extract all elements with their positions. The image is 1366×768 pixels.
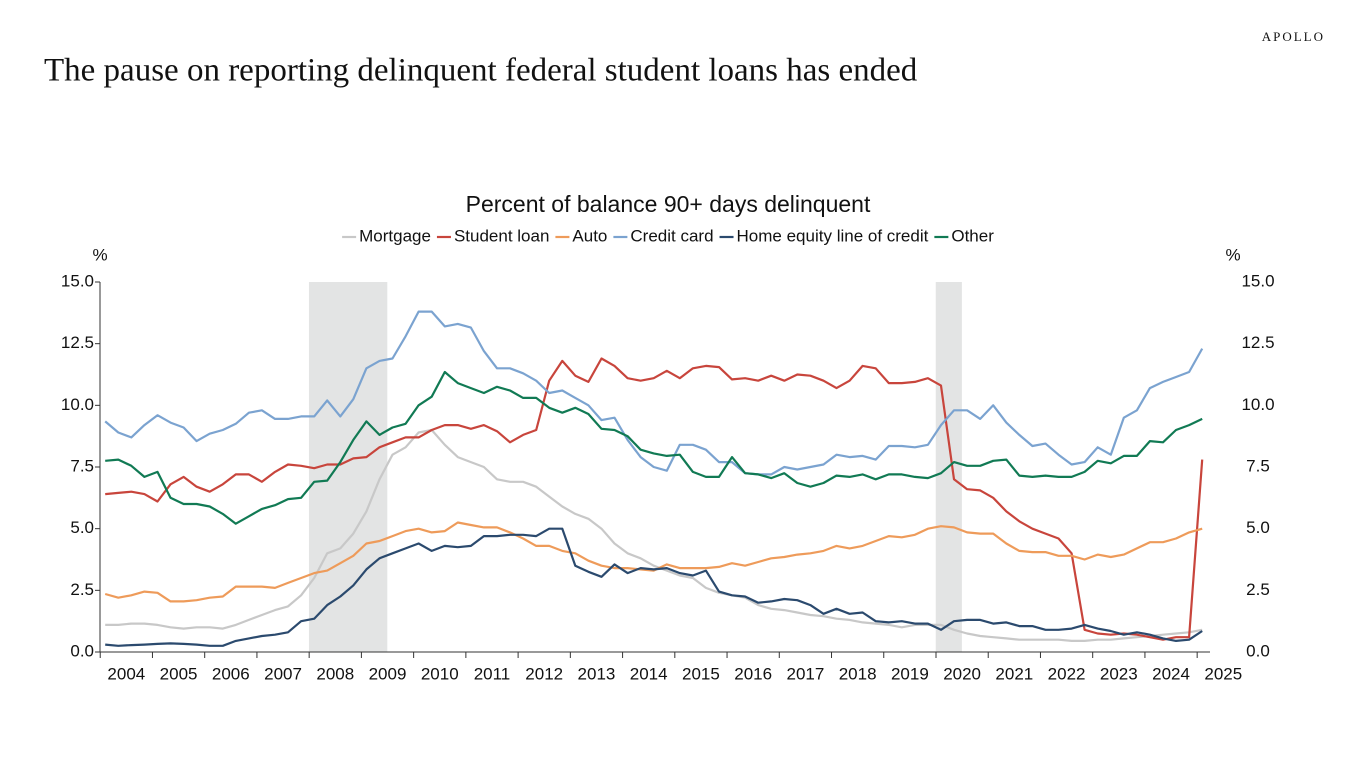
y-tick-label: 7.5 xyxy=(70,456,94,475)
y-unit: % xyxy=(92,245,107,264)
legend-label: Auto xyxy=(572,226,607,245)
x-tick-label: 2005 xyxy=(160,664,198,683)
legend-label: Mortgage xyxy=(359,226,431,245)
x-tick-label: 2013 xyxy=(578,664,616,683)
brand: APOLLO xyxy=(1262,29,1325,44)
series-line xyxy=(105,370,1203,525)
y2-tick-label: 5.0 xyxy=(1246,518,1270,537)
x-tick-label: 2012 xyxy=(525,664,563,683)
x-tick-label: 2006 xyxy=(212,664,250,683)
x-tick-label: 2022 xyxy=(1048,664,1086,683)
y-tick-label: 0.0 xyxy=(70,641,94,660)
x-tick-label: 2024 xyxy=(1152,664,1190,683)
y-tick-label: 10.0 xyxy=(61,395,94,414)
y2-tick-label: 12.5 xyxy=(1241,333,1274,352)
series-line xyxy=(105,428,1203,642)
series-line xyxy=(105,527,1203,647)
y2-tick-label: 2.5 xyxy=(1246,580,1270,599)
headline: The pause on reporting delinquent federa… xyxy=(44,53,918,89)
y2-tick-label: 0.0 xyxy=(1246,641,1270,660)
x-tick-label: 2010 xyxy=(421,664,459,683)
x-tick-label: 2007 xyxy=(264,664,302,683)
x-tick-label: 2025 xyxy=(1204,664,1242,683)
y-tick-label: 15.0 xyxy=(61,271,94,290)
series-line xyxy=(104,310,1204,476)
legend-label: Student loan xyxy=(454,226,549,245)
y-tick-label: 12.5 xyxy=(61,333,94,352)
x-tick-label: 2019 xyxy=(891,664,929,683)
chart-title: Percent of balance 90+ days delinquent xyxy=(466,191,871,217)
x-tick-label: 2008 xyxy=(316,664,354,683)
x-tick-label: 2017 xyxy=(786,664,824,683)
legend-label: Home equity line of credit xyxy=(737,226,929,245)
x-tick-label: 2015 xyxy=(682,664,720,683)
legend-label: Credit card xyxy=(630,226,713,245)
y2-unit: % xyxy=(1225,245,1240,264)
y2-tick-label: 10.0 xyxy=(1241,395,1274,414)
legend-label: Other xyxy=(951,226,994,245)
x-tick-label: 2023 xyxy=(1100,664,1138,683)
series-line xyxy=(104,521,1203,603)
x-tick-label: 2016 xyxy=(734,664,772,683)
x-tick-label: 2004 xyxy=(107,664,145,683)
x-tick-label: 2018 xyxy=(839,664,877,683)
legend: Mortgage Student loan Auto Credit card Home … xyxy=(342,226,994,245)
x-tick-label: 2011 xyxy=(474,664,511,683)
y2-tick-label: 7.5 xyxy=(1246,456,1270,475)
y-tick-label: 2.5 xyxy=(70,580,94,599)
x-tick-label: 2014 xyxy=(630,664,668,683)
x-tick-label: 2020 xyxy=(943,664,981,683)
series-line xyxy=(105,357,1204,641)
x-tick-label: 2009 xyxy=(369,664,407,683)
y2-tick-label: 15.0 xyxy=(1241,271,1274,290)
y-tick-label: 5.0 xyxy=(70,518,94,537)
x-tick-label: 2021 xyxy=(995,664,1033,683)
